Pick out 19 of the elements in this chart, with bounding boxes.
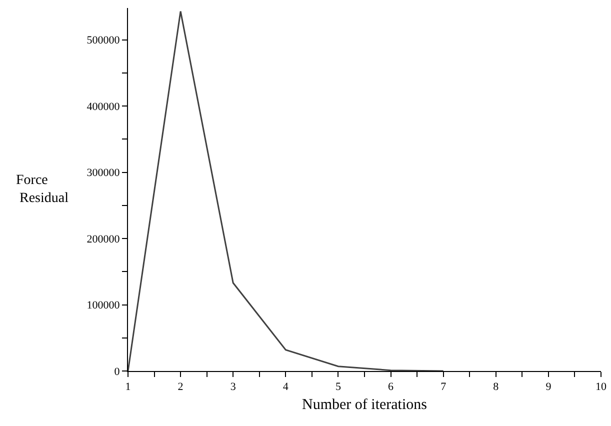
x-axis-title: Number of iterations [302,397,428,414]
y-tick-label: 200000 [86,233,120,246]
x-tick-label: 4 [282,381,289,394]
y-tick-label: 100000 [86,300,120,312]
y-tick-label: 500000 [86,34,120,47]
x-tick-label: 6 [388,381,394,394]
x-tick-label: 3 [230,381,236,394]
y-axis-title: Force Residual [16,173,69,206]
x-tick-label: 7 [440,381,447,394]
x-tick-label: 8 [493,381,500,394]
x-tick-label: 9 [546,381,552,394]
x-tick-label: 1 [125,381,131,394]
y-tick-label: 0 [114,366,120,378]
x-tick-label: 2 [178,381,184,394]
y-tick-label: 300000 [86,167,120,180]
y-tick-label: 400000 [86,100,120,113]
x-tick-label: 10 [596,381,607,394]
x-tick-label: 5 [335,381,342,394]
line-series [128,10,444,371]
